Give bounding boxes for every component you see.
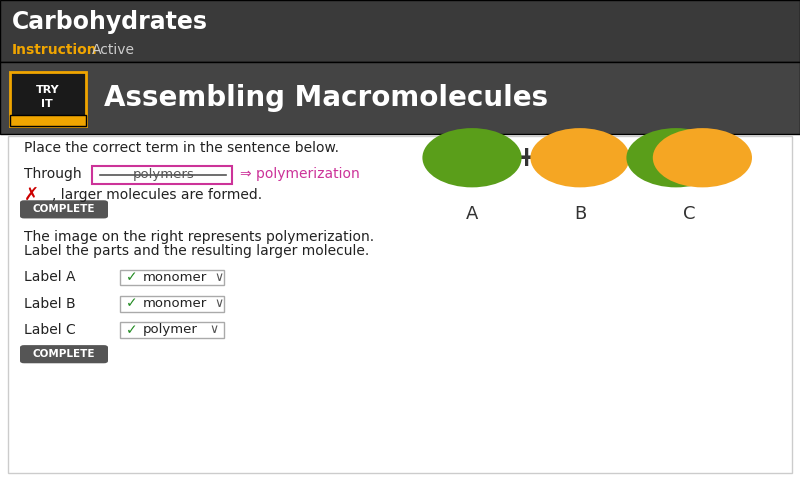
FancyBboxPatch shape bbox=[120, 296, 224, 312]
Text: COMPLETE: COMPLETE bbox=[33, 205, 95, 214]
Text: C: C bbox=[683, 205, 696, 223]
Text: Through: Through bbox=[24, 167, 82, 182]
FancyBboxPatch shape bbox=[10, 115, 86, 126]
Text: Assembling Macromolecules: Assembling Macromolecules bbox=[104, 84, 548, 112]
Text: ✓: ✓ bbox=[126, 323, 138, 337]
Circle shape bbox=[422, 128, 522, 187]
Circle shape bbox=[653, 128, 752, 187]
Text: ⇒ polymerization: ⇒ polymerization bbox=[240, 167, 360, 182]
FancyBboxPatch shape bbox=[20, 345, 108, 363]
FancyBboxPatch shape bbox=[92, 166, 232, 184]
Text: Label B: Label B bbox=[24, 296, 76, 311]
FancyBboxPatch shape bbox=[8, 136, 792, 473]
FancyBboxPatch shape bbox=[20, 200, 108, 218]
Text: ✗: ✗ bbox=[24, 186, 39, 204]
FancyBboxPatch shape bbox=[0, 0, 800, 62]
Text: ✓: ✓ bbox=[126, 296, 138, 311]
Text: polymers: polymers bbox=[132, 168, 194, 182]
Text: ∨: ∨ bbox=[210, 323, 218, 337]
Text: COMPLETE: COMPLETE bbox=[33, 349, 95, 359]
Text: ∨: ∨ bbox=[214, 297, 223, 310]
Text: Label the parts and the resulting larger molecule.: Label the parts and the resulting larger… bbox=[24, 244, 370, 258]
Text: Instruction: Instruction bbox=[12, 43, 98, 57]
Text: ∨: ∨ bbox=[214, 271, 223, 284]
Text: Place the correct term in the sentence below.: Place the correct term in the sentence b… bbox=[24, 141, 339, 155]
FancyBboxPatch shape bbox=[120, 322, 224, 338]
Text: Label A: Label A bbox=[24, 270, 75, 284]
Text: Active: Active bbox=[92, 43, 135, 57]
Text: Carbohydrates: Carbohydrates bbox=[12, 10, 208, 33]
Text: B: B bbox=[574, 205, 586, 223]
Circle shape bbox=[530, 128, 630, 187]
Text: TRY: TRY bbox=[35, 85, 59, 95]
Text: =: = bbox=[618, 144, 642, 172]
Text: A: A bbox=[466, 205, 478, 223]
Text: +: + bbox=[514, 144, 538, 172]
FancyBboxPatch shape bbox=[10, 72, 86, 126]
Text: , larger molecules are formed.: , larger molecules are formed. bbox=[52, 188, 262, 202]
Text: ✓: ✓ bbox=[126, 270, 138, 284]
Text: The image on the right represents polymerization.: The image on the right represents polyme… bbox=[24, 229, 374, 244]
Text: IT: IT bbox=[42, 99, 53, 109]
FancyBboxPatch shape bbox=[0, 62, 800, 134]
Text: Label C: Label C bbox=[24, 323, 76, 337]
Text: monomer: monomer bbox=[142, 297, 206, 310]
Text: polymer: polymer bbox=[142, 323, 198, 337]
FancyBboxPatch shape bbox=[120, 270, 224, 285]
Circle shape bbox=[626, 128, 726, 187]
Text: monomer: monomer bbox=[142, 271, 206, 284]
